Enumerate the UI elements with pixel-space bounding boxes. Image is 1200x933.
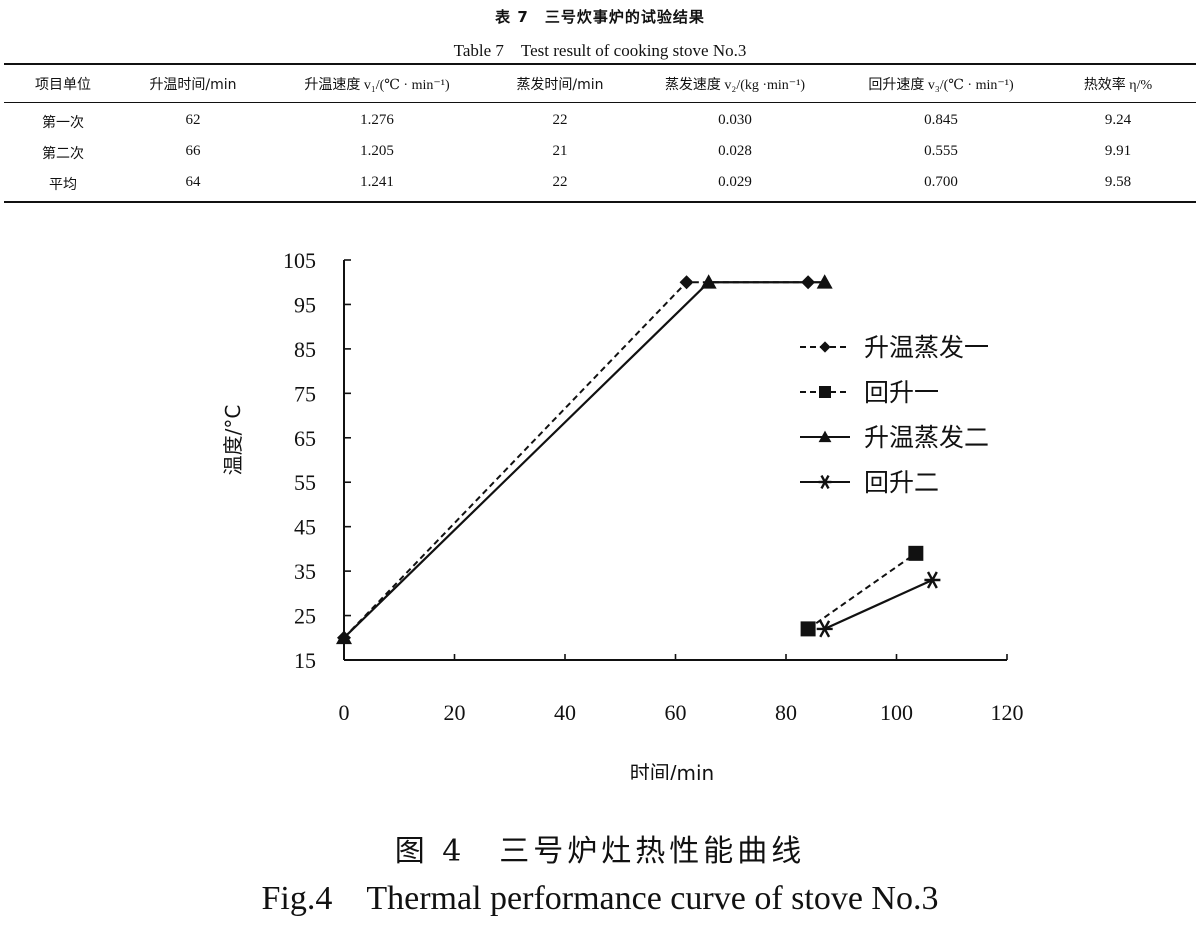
table-cell: 0.028 — [718, 143, 752, 159]
data-point — [924, 571, 941, 589]
y-tick-label: 25 — [294, 604, 316, 629]
table-title-cn: 表 7 三号炊事炉的试验结果 — [495, 8, 705, 26]
x-tick-label: 0 — [339, 700, 350, 725]
table-cell: 64 — [185, 174, 201, 190]
y-tick-label: 45 — [294, 515, 316, 540]
data-point — [908, 545, 924, 561]
series-line-1 — [343, 281, 809, 639]
table-cell: 第二次 — [42, 146, 84, 162]
y-tick-label: 105 — [283, 248, 316, 273]
x-tick-label: 20 — [444, 700, 466, 725]
results-table: 表 7 三号炊事炉的试验结果 Table 7 Test result of co… — [0, 0, 1200, 210]
thermal-performance-chart: 15 25 35 45 55 65 75 85 95 105 0 20 40 60 80 100 120 升温蒸… — [0, 240, 1200, 780]
x-tick-label: 120 — [991, 700, 1024, 725]
y-tick-label: 75 — [294, 381, 316, 406]
table-cell: 22 — [552, 174, 568, 190]
table-cell: 9.91 — [1104, 143, 1132, 159]
y-axis-label: 温度/°C — [221, 405, 245, 476]
table-header-cell: 升温速度 v₁/(℃ · min⁻¹) — [304, 78, 450, 93]
series-line-3 — [343, 281, 825, 639]
table-header-cell: 回升速度 v₃/(℃ · min⁻¹) — [868, 78, 1014, 93]
table-cell: 1.205 — [360, 143, 394, 159]
x-axis-label: 时间/min — [630, 761, 714, 780]
table-header-rule — [4, 102, 1196, 103]
table-header-cell: 热效率 η/% — [1083, 78, 1153, 93]
figure-caption-cn: 图 4 三号炉灶热性能曲线 — [394, 834, 806, 869]
x-tick-label: 100 — [880, 700, 913, 725]
data-point — [800, 621, 816, 637]
table-cell: 平均 — [49, 177, 77, 193]
table-cell: 1.276 — [360, 112, 394, 128]
table-cell: 第一次 — [42, 115, 84, 131]
table-cell: 0.700 — [924, 174, 958, 190]
table-header-cell: 蒸发速度 v₂/(kg ·min⁻¹) — [664, 78, 806, 93]
legend-label: 升温蒸发一 — [864, 333, 989, 362]
table-title-en: Table 7 Test result of cooking stove No.… — [453, 41, 747, 60]
table-header-cell: 蒸发时间/min — [516, 77, 604, 93]
table-cell: 9.58 — [1104, 174, 1132, 190]
legend-marker — [818, 475, 832, 489]
table-cell: 0.030 — [718, 112, 752, 128]
x-tick-label: 80 — [775, 700, 797, 725]
legend-marker — [819, 386, 831, 398]
data-point — [816, 620, 833, 638]
data-point — [700, 274, 717, 289]
table-cell: 66 — [185, 143, 201, 159]
table-cell: 21 — [552, 143, 568, 159]
legend-label: 升温蒸发二 — [864, 423, 989, 452]
data-point — [679, 275, 694, 290]
data-point — [336, 629, 352, 645]
x-tick-label: 40 — [554, 700, 576, 725]
legend-marker — [818, 430, 832, 443]
table-bottom-rule — [4, 201, 1196, 203]
table-cell: 0.845 — [924, 112, 958, 128]
table-top-rule — [4, 63, 1196, 65]
table-header-cell: 升温时间/min — [149, 77, 237, 93]
table-cell: 0.029 — [718, 174, 752, 190]
y-tick-label: 35 — [294, 559, 316, 584]
table-cell: 22 — [552, 112, 568, 128]
y-tick-label: 15 — [294, 648, 316, 673]
table-cell: 0.555 — [924, 143, 958, 159]
legend-marker — [819, 341, 831, 353]
legend-label: 回升二 — [864, 468, 939, 497]
legend-label: 回升一 — [864, 378, 939, 407]
series-line-2 — [807, 552, 917, 630]
y-tick-label: 65 — [294, 426, 316, 451]
series-line-4 — [824, 578, 933, 630]
table-cell: 62 — [185, 112, 201, 128]
x-tick-label: 60 — [665, 700, 687, 725]
y-tick-label: 55 — [294, 470, 316, 495]
table-cell: 9.24 — [1104, 112, 1132, 128]
figure-caption-en: Fig.4 Thermal performance curve of stove… — [261, 880, 939, 917]
y-tick-label: 95 — [294, 292, 316, 317]
y-tick-label: 85 — [294, 337, 316, 362]
table-header-cell: 项目单位 — [35, 77, 91, 93]
data-point — [816, 274, 833, 289]
table-cell: 1.241 — [360, 174, 394, 190]
